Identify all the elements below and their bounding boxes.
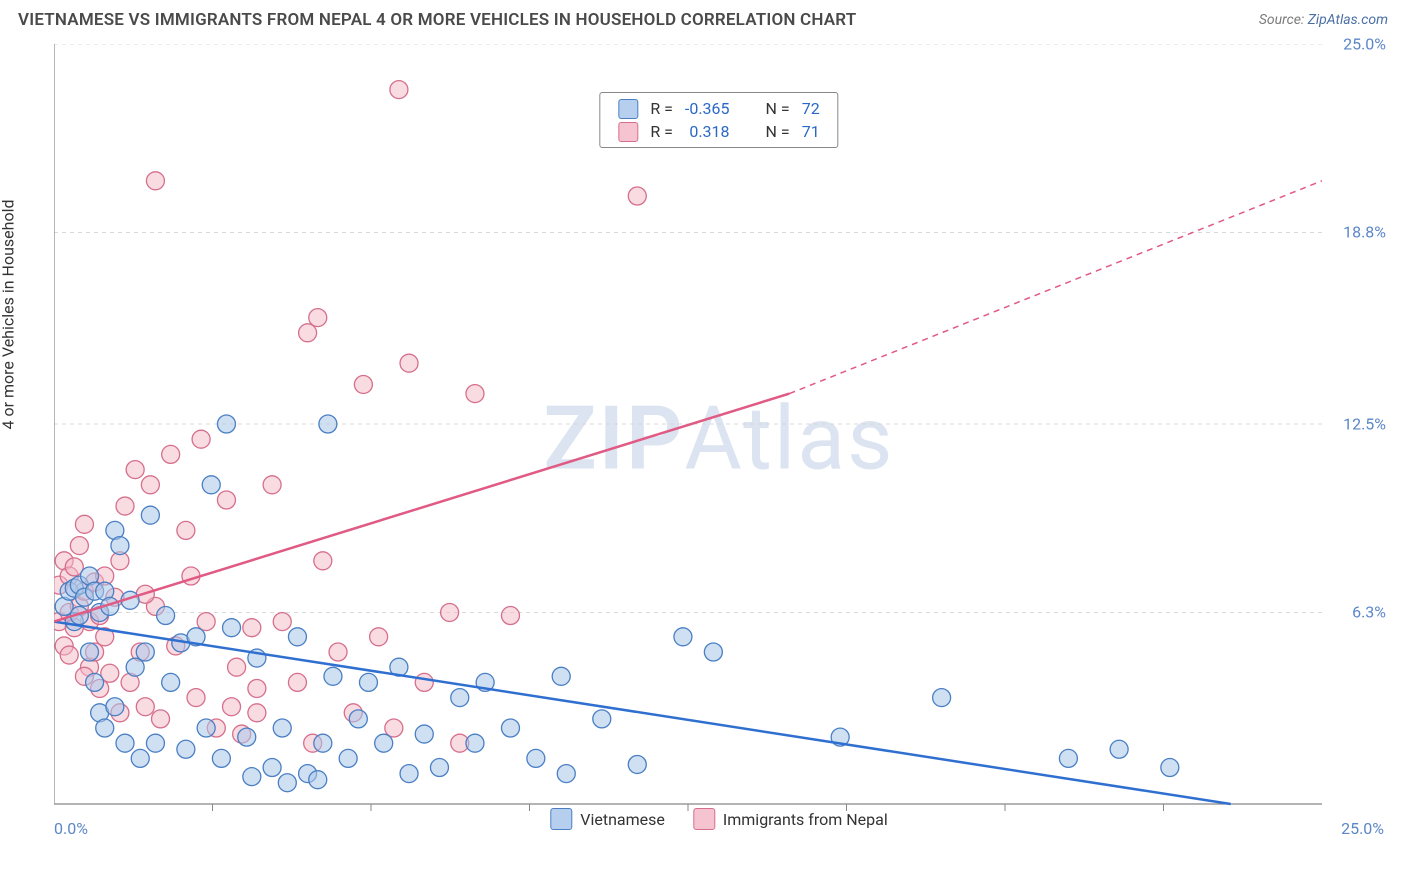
y-tick-label: 6.3%: [1352, 603, 1386, 622]
legend-r-value-vietnamese: -0.365: [679, 97, 736, 120]
legend-label-nepal: Immigrants from Nepal: [723, 810, 888, 829]
legend-r-value-nepal: 0.318: [679, 120, 736, 143]
chart-title: VIETNAMESE VS IMMIGRANTS FROM NEPAL 4 OR…: [18, 10, 856, 30]
swatch-nepal: [618, 122, 638, 142]
y-axis-label: 4 or more Vehicles in Household: [0, 199, 18, 429]
y-tick-label: 12.5%: [1343, 415, 1386, 434]
legend-r-label: R =: [644, 97, 679, 120]
chart-area: ZIPAtlas R = -0.365 N = 72 R = 0.318 N =…: [54, 44, 1384, 834]
y-tick-label: 25.0%: [1343, 35, 1386, 54]
scatter-chart-svg: [54, 44, 1322, 834]
correlation-legend: R = -0.365 N = 72 R = 0.318 N = 71: [599, 92, 838, 148]
legend-item-vietnamese: Vietnamese: [550, 808, 665, 830]
swatch-vietnamese: [618, 99, 638, 119]
swatch-vietnamese: [550, 808, 572, 830]
series-legend: Vietnamese Immigrants from Nepal: [550, 808, 887, 830]
y-tick-label: 18.8%: [1343, 223, 1386, 242]
swatch-nepal: [693, 808, 715, 830]
legend-row-nepal: R = 0.318 N = 71: [612, 120, 825, 143]
source-link[interactable]: ZipAtlas.com: [1308, 12, 1388, 28]
legend-item-nepal: Immigrants from Nepal: [693, 808, 888, 830]
legend-label-vietnamese: Vietnamese: [580, 810, 665, 829]
legend-n-label: N =: [760, 120, 796, 143]
header-row: VIETNAMESE VS IMMIGRANTS FROM NEPAL 4 OR…: [0, 0, 1406, 36]
source-attribution: Source: ZipAtlas.com: [1259, 12, 1388, 28]
x-axis-min-label: 0.0%: [54, 819, 88, 838]
legend-row-vietnamese: R = -0.365 N = 72: [612, 97, 825, 120]
legend-r-label: R =: [644, 120, 679, 143]
legend-n-value-vietnamese: 72: [796, 97, 826, 120]
legend-n-value-nepal: 71: [796, 120, 826, 143]
x-axis-max-label: 25.0%: [1341, 819, 1384, 838]
legend-n-label: N =: [760, 97, 796, 120]
source-prefix: Source:: [1259, 12, 1308, 28]
